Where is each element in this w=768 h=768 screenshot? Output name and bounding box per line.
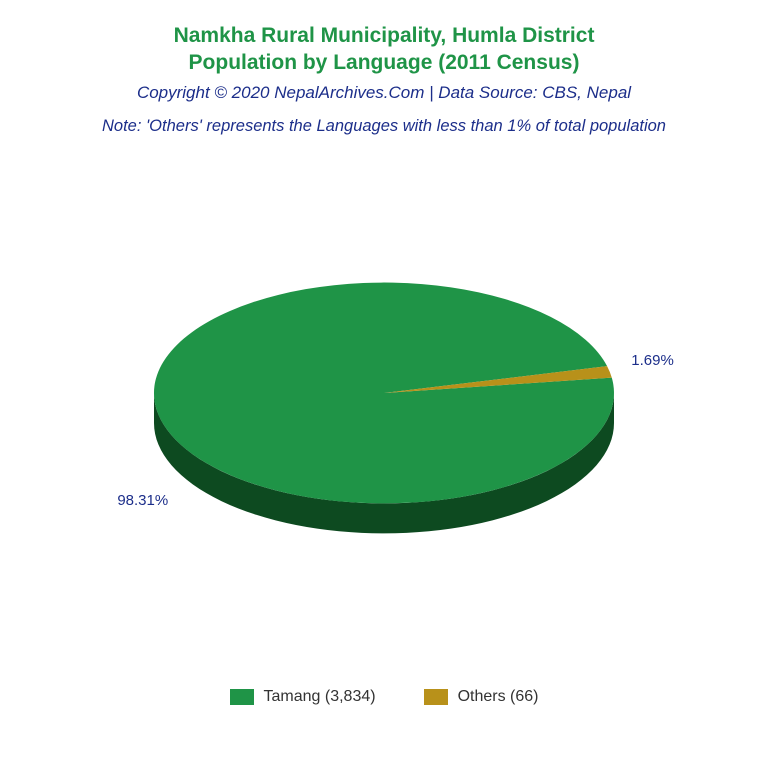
copyright-line: Copyright © 2020 NepalArchives.Com | Dat… — [0, 83, 768, 103]
legend-item-others: Others (66) — [424, 688, 539, 706]
legend: Tamang (3,834) Others (66) — [230, 680, 539, 768]
legend-label-tamang: Tamang (3,834) — [264, 688, 376, 706]
legend-swatch-tamang — [230, 689, 254, 705]
pie-chart-area: 98.31% 1.69% — [0, 136, 768, 680]
legend-swatch-others — [424, 689, 448, 705]
slice-pct-label-others: 1.69% — [631, 352, 674, 369]
title-line-2: Population by Language (2011 Census) — [0, 49, 768, 76]
legend-label-others: Others (66) — [458, 688, 539, 706]
chart-header: Namkha Rural Municipality, Humla Distric… — [0, 0, 768, 136]
note-line: Note: 'Others' represents the Languages … — [0, 117, 768, 136]
pie-chart-svg — [104, 228, 664, 588]
slice-pct-label-tamang: 98.31% — [117, 492, 168, 509]
legend-item-tamang: Tamang (3,834) — [230, 688, 376, 706]
title-line-1: Namkha Rural Municipality, Humla Distric… — [0, 22, 768, 49]
